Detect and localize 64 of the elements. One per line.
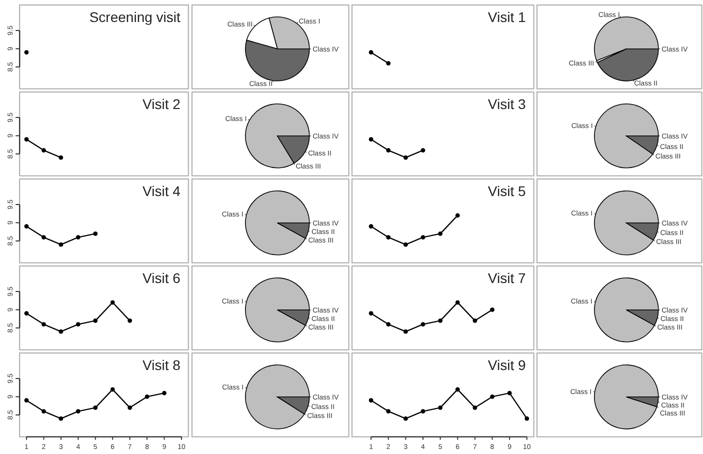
- point: [403, 328, 408, 334]
- point: [455, 300, 460, 304]
- chart-title: Visit 2: [142, 96, 181, 112]
- point: [24, 310, 29, 316]
- point: [42, 148, 46, 152]
- point: [524, 416, 529, 420]
- point: [162, 390, 166, 395]
- point: [24, 398, 29, 402]
- point: [386, 322, 390, 326]
- point: [144, 394, 150, 399]
- point: [438, 318, 442, 322]
- chart-title: Visit 8: [142, 356, 181, 373]
- point: [455, 212, 460, 218]
- point: [58, 242, 64, 246]
- chart-title: Visit 6: [142, 270, 181, 286]
- point: [93, 231, 98, 236]
- point: [42, 234, 46, 240]
- chart-title: Visit 1: [488, 8, 526, 25]
- point: [420, 408, 425, 414]
- pie-slice: [594, 277, 658, 342]
- point: [472, 318, 477, 322]
- point: [128, 405, 132, 410]
- point: [490, 307, 494, 312]
- point: [110, 386, 115, 392]
- chart-title: Visit 4: [142, 182, 181, 199]
- point: [58, 154, 64, 160]
- point: [403, 416, 408, 420]
- point: [368, 398, 373, 402]
- point: [420, 234, 425, 240]
- point: [490, 394, 494, 399]
- point: [386, 408, 390, 414]
- point: [386, 234, 390, 240]
- point: [42, 408, 46, 414]
- pie-slice: [594, 190, 658, 255]
- point: [420, 322, 425, 326]
- point: [438, 405, 442, 410]
- pie-slice: [594, 364, 658, 429]
- point: [42, 322, 46, 326]
- pie-slice: [244, 190, 310, 255]
- chart-title: Visit 7: [488, 270, 526, 286]
- point: [58, 416, 64, 420]
- point: [76, 322, 80, 326]
- chart-title: Visit 9: [488, 356, 526, 373]
- point: [24, 224, 29, 228]
- chart-title: Screening visit: [89, 8, 181, 25]
- pie-slice: [244, 364, 310, 429]
- chart-title: Visit 5: [488, 182, 526, 199]
- point: [58, 328, 64, 334]
- pie-slice: [244, 277, 310, 342]
- point: [506, 390, 512, 395]
- point: [76, 408, 80, 414]
- point: [110, 300, 115, 304]
- chart-title: Visit 3: [488, 96, 526, 112]
- point: [128, 318, 132, 322]
- point: [403, 242, 408, 246]
- point: [24, 136, 29, 142]
- point: [93, 318, 98, 322]
- point: [368, 310, 373, 316]
- point: [438, 231, 442, 236]
- point: [472, 405, 477, 410]
- point: [76, 234, 80, 240]
- point: [368, 224, 373, 228]
- point: [455, 386, 460, 392]
- point: [93, 405, 98, 410]
